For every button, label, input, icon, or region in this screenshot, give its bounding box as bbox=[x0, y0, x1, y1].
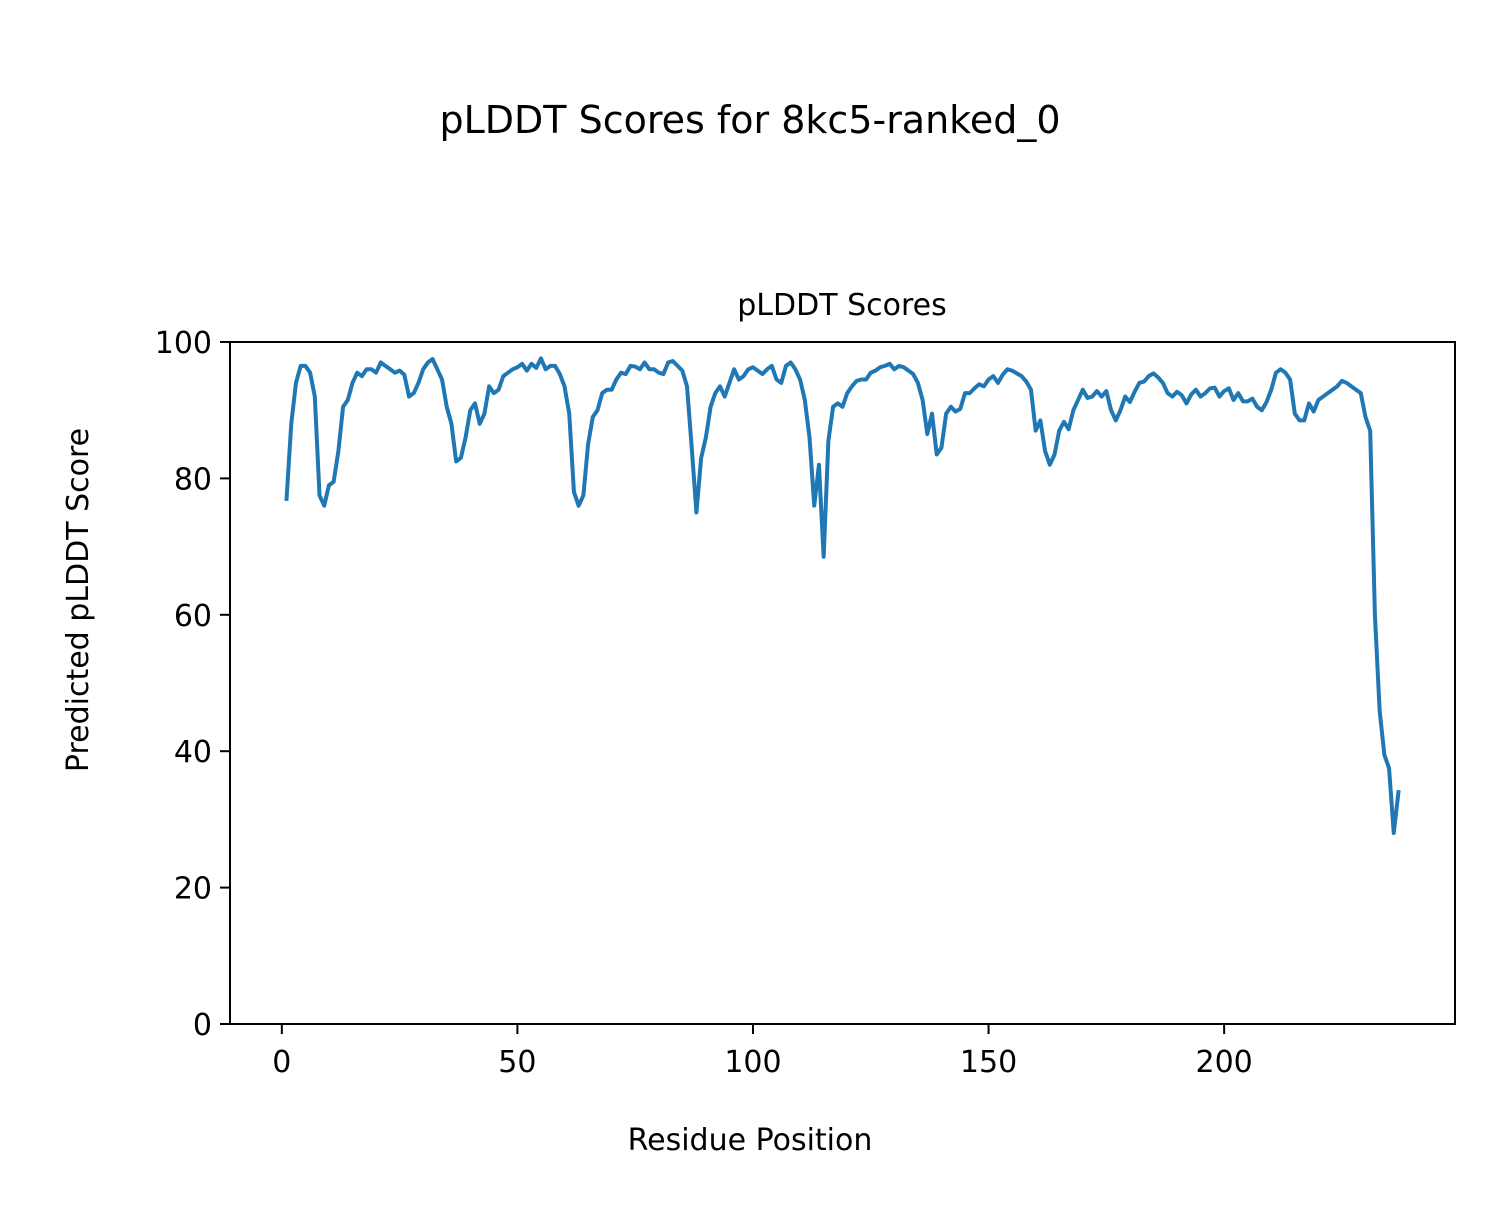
x-axis-label: Residue Position bbox=[628, 1123, 873, 1158]
plot-area bbox=[284, 356, 1401, 836]
plddt-series-line bbox=[284, 356, 1401, 836]
y-axis-ticks: 0 20 40 60 80 100 bbox=[155, 326, 230, 1043]
y-tick-label: 0 bbox=[193, 1008, 212, 1043]
figure-suptitle: pLDDT Scores for 8kc5-ranked_0 bbox=[439, 98, 1060, 142]
y-tick-label: 40 bbox=[174, 735, 212, 770]
x-tick-label: 150 bbox=[960, 1045, 1017, 1080]
y-tick-label: 60 bbox=[174, 599, 212, 634]
axes-frame bbox=[229, 341, 1456, 1025]
y-tick-label: 20 bbox=[174, 872, 212, 907]
y-axis-label: Predicted pLDDT Score bbox=[61, 428, 96, 772]
axes-title: pLDDT Scores bbox=[737, 288, 946, 323]
x-tick-label: 50 bbox=[498, 1045, 536, 1080]
y-tick-label: 100 bbox=[155, 326, 212, 361]
x-tick-label: 100 bbox=[724, 1045, 781, 1080]
x-tick-label: 0 bbox=[272, 1045, 291, 1080]
x-axis-ticks: 0 50 100 150 200 bbox=[272, 1024, 1253, 1080]
y-tick-label: 80 bbox=[174, 462, 212, 497]
x-tick-label: 200 bbox=[1196, 1045, 1253, 1080]
